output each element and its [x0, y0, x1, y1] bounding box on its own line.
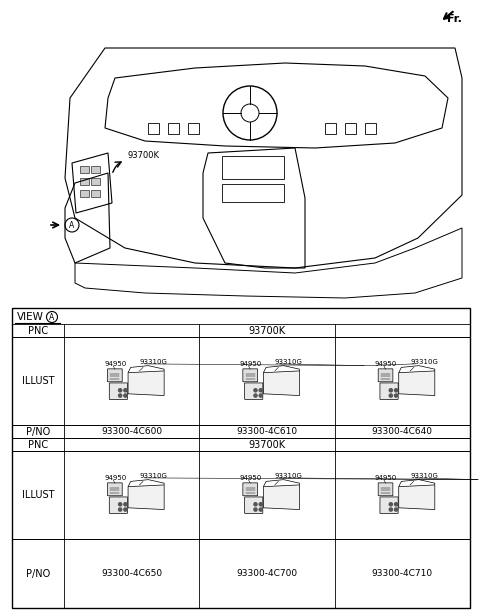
FancyBboxPatch shape	[380, 497, 398, 513]
Circle shape	[389, 389, 392, 392]
Circle shape	[395, 503, 397, 506]
Polygon shape	[264, 485, 300, 510]
Circle shape	[395, 508, 397, 511]
Bar	[80, 166, 89, 173]
Text: 93700K: 93700K	[249, 325, 286, 335]
Circle shape	[124, 389, 127, 392]
Circle shape	[124, 508, 127, 511]
Text: 93310G: 93310G	[410, 359, 438, 365]
Circle shape	[389, 503, 392, 506]
Circle shape	[254, 508, 257, 511]
Bar	[148, 123, 159, 134]
Text: 93300-4C610: 93300-4C610	[237, 427, 298, 436]
FancyBboxPatch shape	[109, 497, 128, 513]
Text: 93310G: 93310G	[275, 359, 303, 365]
Circle shape	[259, 508, 263, 511]
Text: 93300-4C650: 93300-4C650	[101, 569, 162, 578]
Bar	[91, 190, 100, 197]
Text: 94950: 94950	[104, 361, 127, 367]
Bar	[365, 123, 376, 134]
Circle shape	[254, 394, 257, 397]
Bar	[325, 123, 336, 134]
Bar	[80, 178, 89, 185]
Bar	[91, 166, 100, 173]
Circle shape	[254, 389, 257, 392]
FancyBboxPatch shape	[378, 483, 393, 495]
Polygon shape	[128, 371, 164, 395]
Circle shape	[254, 503, 257, 506]
Circle shape	[395, 389, 397, 392]
FancyBboxPatch shape	[378, 369, 393, 382]
Text: PNC: PNC	[28, 440, 48, 449]
Text: A: A	[49, 313, 55, 322]
Bar	[188, 123, 199, 134]
Bar	[168, 123, 179, 134]
FancyBboxPatch shape	[109, 383, 128, 399]
Circle shape	[259, 394, 263, 397]
Circle shape	[124, 503, 127, 506]
Text: P/NO: P/NO	[26, 427, 50, 437]
Text: PNC: PNC	[28, 325, 48, 335]
FancyBboxPatch shape	[108, 369, 122, 382]
FancyBboxPatch shape	[380, 383, 398, 399]
Text: 93310G: 93310G	[140, 359, 168, 365]
Circle shape	[119, 394, 122, 397]
Bar	[80, 190, 89, 197]
Circle shape	[119, 503, 122, 506]
Text: Fr.: Fr.	[447, 14, 462, 24]
Circle shape	[119, 389, 122, 392]
Text: 93310G: 93310G	[275, 473, 303, 479]
Text: 93300-4C600: 93300-4C600	[101, 427, 162, 436]
Text: 94950: 94950	[375, 361, 397, 367]
Text: 93300-4C700: 93300-4C700	[237, 569, 298, 578]
FancyBboxPatch shape	[108, 483, 122, 495]
Text: ILLUST: ILLUST	[22, 376, 54, 386]
Text: 93310G: 93310G	[140, 473, 168, 479]
Bar	[222, 156, 284, 179]
Polygon shape	[399, 371, 435, 395]
Bar	[222, 184, 284, 202]
Text: 93300-4C640: 93300-4C640	[372, 427, 433, 436]
Circle shape	[389, 508, 392, 511]
Text: 94950: 94950	[240, 361, 262, 367]
Circle shape	[259, 503, 263, 506]
Circle shape	[259, 389, 263, 392]
Text: A: A	[70, 220, 74, 230]
Polygon shape	[128, 485, 164, 510]
Text: 93300-4C710: 93300-4C710	[372, 569, 433, 578]
Text: P/NO: P/NO	[26, 569, 50, 578]
Bar	[91, 178, 100, 185]
Text: 94950: 94950	[104, 475, 127, 481]
Circle shape	[395, 394, 397, 397]
Circle shape	[389, 394, 392, 397]
Bar	[12, 308, 470, 608]
Text: 93310G: 93310G	[410, 473, 438, 479]
Polygon shape	[399, 485, 435, 510]
Text: 93700K: 93700K	[249, 440, 286, 449]
FancyBboxPatch shape	[245, 383, 263, 399]
FancyBboxPatch shape	[245, 497, 263, 513]
FancyBboxPatch shape	[243, 483, 258, 495]
Circle shape	[124, 394, 127, 397]
FancyBboxPatch shape	[243, 369, 258, 382]
Text: 93700K: 93700K	[128, 150, 160, 160]
Bar	[345, 123, 356, 134]
Polygon shape	[264, 371, 300, 395]
Text: 94950: 94950	[375, 475, 397, 481]
Text: 94950: 94950	[240, 475, 262, 481]
Circle shape	[119, 508, 122, 511]
Text: ILLUST: ILLUST	[22, 490, 54, 500]
Text: VIEW: VIEW	[17, 312, 44, 322]
